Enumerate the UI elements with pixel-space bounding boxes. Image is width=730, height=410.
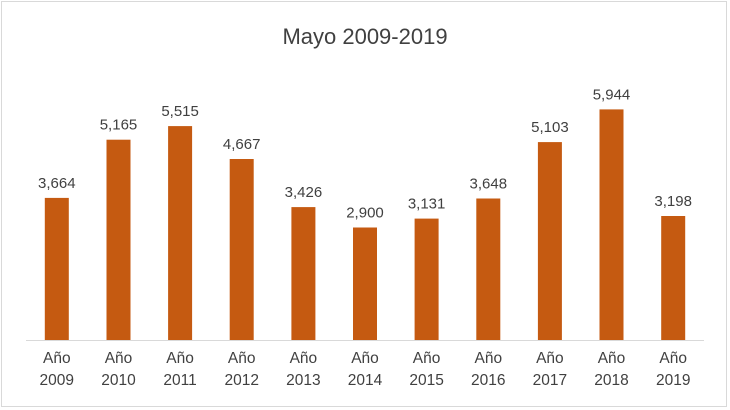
data-label-2017: 5,103 (531, 119, 569, 136)
bar-2016 (476, 198, 501, 340)
x-tick-label-2013-line1: Año (290, 350, 318, 367)
bar-2014 (353, 227, 377, 340)
bar-2019 (661, 216, 686, 340)
bar-2010 (106, 139, 131, 340)
data-label-2012: 4,667 (223, 136, 261, 153)
data-label-2011: 5,515 (161, 103, 199, 120)
bar-2018 (599, 109, 624, 341)
x-tick-label-2019-line1: Año (659, 350, 687, 367)
bar-2017 (537, 142, 562, 340)
x-tick-label-2009-line1: Año (43, 350, 71, 367)
data-label-2018: 5,944 (593, 86, 631, 103)
x-tick-label-2012-line1: Año (228, 350, 256, 367)
data-label-2015: 3,131 (408, 196, 446, 213)
x-tick-label-2010-line2: 2010 (101, 372, 136, 389)
x-tick-label-2011-line1: Año (166, 350, 194, 367)
bar-2015 (414, 218, 439, 340)
x-tick-label-2014-line2: 2014 (348, 372, 383, 389)
x-tick-label-2018-line2: 2018 (594, 372, 628, 389)
data-label-2013: 3,426 (285, 184, 323, 201)
x-tick-label-2016-line2: 2016 (471, 372, 505, 389)
x-tick-label-2017-line2: 2017 (533, 372, 567, 389)
x-tick-label-2016-line1: Año (475, 350, 503, 367)
data-label-2019: 3,198 (654, 193, 692, 210)
x-tick-label-2010-line1: Año (105, 350, 133, 367)
bar-2012 (229, 159, 254, 340)
x-tick-label-2012-line2: 2012 (224, 372, 258, 389)
data-label-2009: 3,664 (38, 175, 76, 192)
bar-2011 (168, 126, 193, 340)
data-label-2010: 5,165 (100, 117, 138, 134)
bar-2009 (44, 197, 69, 340)
bar-2013 (291, 207, 316, 340)
x-tick-label-2014-line1: Año (351, 350, 379, 367)
x-tick-label-2017-line1: Año (536, 350, 564, 367)
data-label-2016: 3,648 (470, 176, 508, 193)
x-tick-label-2015-line2: 2015 (409, 372, 443, 389)
x-tick-label-2009-line2: 2009 (40, 372, 74, 389)
data-label-2014: 2,900 (346, 205, 384, 222)
x-tick-label-2018-line1: Año (598, 350, 626, 367)
x-tick-label-2019-line2: 2019 (656, 372, 690, 389)
chart-title: Mayo 2009-2019 (282, 24, 447, 49)
x-tick-label-2013-line2: 2013 (286, 372, 320, 389)
x-tick-label-2015-line1: Año (413, 350, 441, 367)
x-tick-label-2011-line2: 2011 (163, 372, 196, 389)
